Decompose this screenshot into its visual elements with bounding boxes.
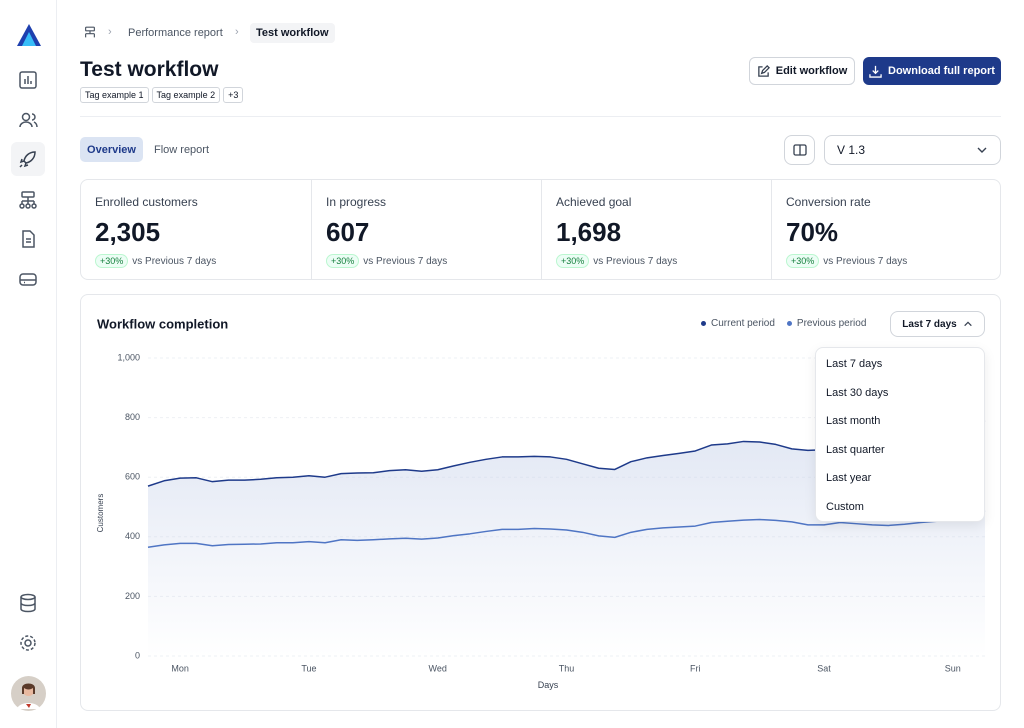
download-icon: [869, 65, 882, 78]
series-line: [147, 509, 986, 548]
tab-active[interactable]: Overview: [80, 137, 143, 162]
stat-value: 1,698: [556, 217, 622, 247]
book-icon: [792, 144, 807, 156]
change-badge: +30%: [95, 254, 129, 268]
stat-change: +30% vs Previous 7 days: [326, 254, 527, 268]
change-note: vs Previous 7 days: [132, 255, 217, 267]
tab[interactable]: Flow report: [154, 144, 210, 156]
x-tick-label: Wed: [429, 663, 447, 673]
nav-users[interactable]: [17, 109, 39, 131]
page-title: Test workflow: [80, 58, 219, 81]
chevron-up: [963, 321, 972, 327]
period-dropdown: Last 7 days Last 30 days Last month Last qu…: [815, 347, 985, 522]
nav-database[interactable]: [17, 592, 39, 614]
stat-change: +30% vs Previous 7 days: [556, 254, 757, 268]
legend: Current period Previous period: [701, 318, 866, 329]
stat-value: 2,305: [95, 217, 161, 247]
change-note: vs Previous 7 days: [363, 255, 448, 267]
tag-list: Tag example 1 Tag example 2 +3: [80, 87, 244, 103]
edit-button[interactable]: Edit workflow: [749, 57, 855, 85]
legend-label: Previous period: [796, 318, 867, 329]
version-label: V 1.3: [837, 143, 866, 157]
stat-cell: Achieved goal 1,698 +30% vs Previous 7 days: [541, 180, 771, 280]
change-badge: +30%: [786, 254, 820, 268]
nav-settings[interactable]: [17, 632, 39, 654]
legend-dot: [701, 321, 706, 326]
legend-label: Current period: [711, 318, 775, 329]
nav-active-bg: [11, 142, 45, 176]
dropdown-option[interactable]: Last year: [826, 472, 872, 485]
y-tick-label: 0: [135, 650, 140, 660]
sidebar: [0, 0, 57, 728]
stat-label: Enrolled customers: [95, 195, 198, 209]
legend-dot: [786, 321, 792, 326]
stat-label: Achieved goal: [556, 195, 632, 209]
stat-label: In progress: [326, 195, 387, 209]
breadcrumb-icon: [85, 26, 95, 38]
period-label: Last 7 days: [902, 318, 957, 330]
dropdown-option[interactable]: Last 7 days: [826, 358, 883, 371]
avatar[interactable]: [11, 676, 46, 711]
y-tick-label: 800: [125, 412, 140, 422]
logo: [17, 24, 41, 46]
tag[interactable]: Tag example 1: [80, 87, 149, 103]
nav-reports[interactable]: [17, 69, 39, 91]
breadcrumb-link[interactable]: Performance report: [128, 27, 223, 39]
chart-title: Workflow completion: [97, 316, 228, 331]
nav-workflows[interactable]: [17, 189, 39, 211]
x-tick-label: Sat: [817, 663, 831, 673]
stat-cell: Conversion rate 70% +30% vs Previous 7 days: [771, 180, 1001, 280]
breadcrumb-separator: ›: [108, 26, 112, 38]
nav-inbox[interactable]: [17, 268, 39, 290]
stat-value: 607: [326, 217, 370, 247]
x-axis-label: Days: [538, 680, 559, 690]
y-tick-label: 600: [125, 472, 140, 482]
breadcrumb-current: Test workflow: [250, 23, 335, 43]
change-badge: +30%: [326, 254, 360, 268]
legend-item: Previous period: [786, 318, 867, 329]
nav-documents[interactable]: [17, 228, 39, 250]
stat-value: 70%: [786, 217, 839, 247]
button-label: Download full report: [888, 65, 995, 77]
divider: [80, 116, 1001, 117]
x-tick-label: Mon: [171, 663, 189, 673]
stat-change: +30% vs Previous 7 days: [786, 254, 987, 268]
layout-toggle[interactable]: [784, 135, 815, 165]
dropdown-option[interactable]: Custom: [826, 500, 864, 513]
dropdown-option[interactable]: Last month: [826, 415, 881, 428]
chart-card: Workflow completion Customers Days 0 200 4…: [80, 294, 1001, 711]
download-button[interactable]: Download full report: [863, 57, 1001, 85]
edit-icon: [757, 64, 770, 77]
change-note: vs Previous 7 days: [823, 255, 908, 267]
y-axis-label: Customers: [96, 494, 105, 533]
breadcrumb-separator: ›: [235, 26, 239, 38]
x-tick-label: Fri: [690, 663, 701, 673]
stat-change: +30% vs Previous 7 days: [95, 254, 297, 268]
button-label: Edit workflow: [775, 65, 848, 77]
stat-cell: In progress 607 +30% vs Previous 7 days: [311, 180, 541, 280]
dropdown-option[interactable]: Last quarter: [826, 443, 885, 456]
stat-cell: Enrolled customers 2,305 +30% vs Previous 7…: [81, 180, 311, 280]
legend-item: Current period: [701, 318, 775, 329]
chevron-down: [977, 147, 987, 153]
tag[interactable]: Tag example 2: [151, 87, 221, 103]
y-tick-label: 200: [125, 591, 140, 601]
change-note: vs Previous 7 days: [593, 255, 678, 267]
x-tick-label: Tue: [301, 663, 316, 673]
change-badge: +30%: [556, 254, 590, 268]
stat-label: Conversion rate: [786, 195, 871, 209]
nav-campaigns[interactable]: [17, 148, 39, 170]
tag[interactable]: +3: [223, 87, 244, 103]
version-select[interactable]: V 1.3: [824, 135, 1001, 165]
dropdown-option[interactable]: Last 30 days: [826, 386, 889, 399]
x-tick-label: Sun: [945, 663, 961, 673]
period-select[interactable]: Last 7 days: [890, 311, 985, 337]
stats-card: Enrolled customers 2,305 +30% vs Previous 7…: [80, 179, 1001, 280]
x-tick-label: Thu: [559, 663, 575, 673]
y-tick-label: 400: [125, 531, 140, 541]
y-tick-label: 1,000: [117, 352, 140, 362]
area-fill: [148, 420, 985, 656]
